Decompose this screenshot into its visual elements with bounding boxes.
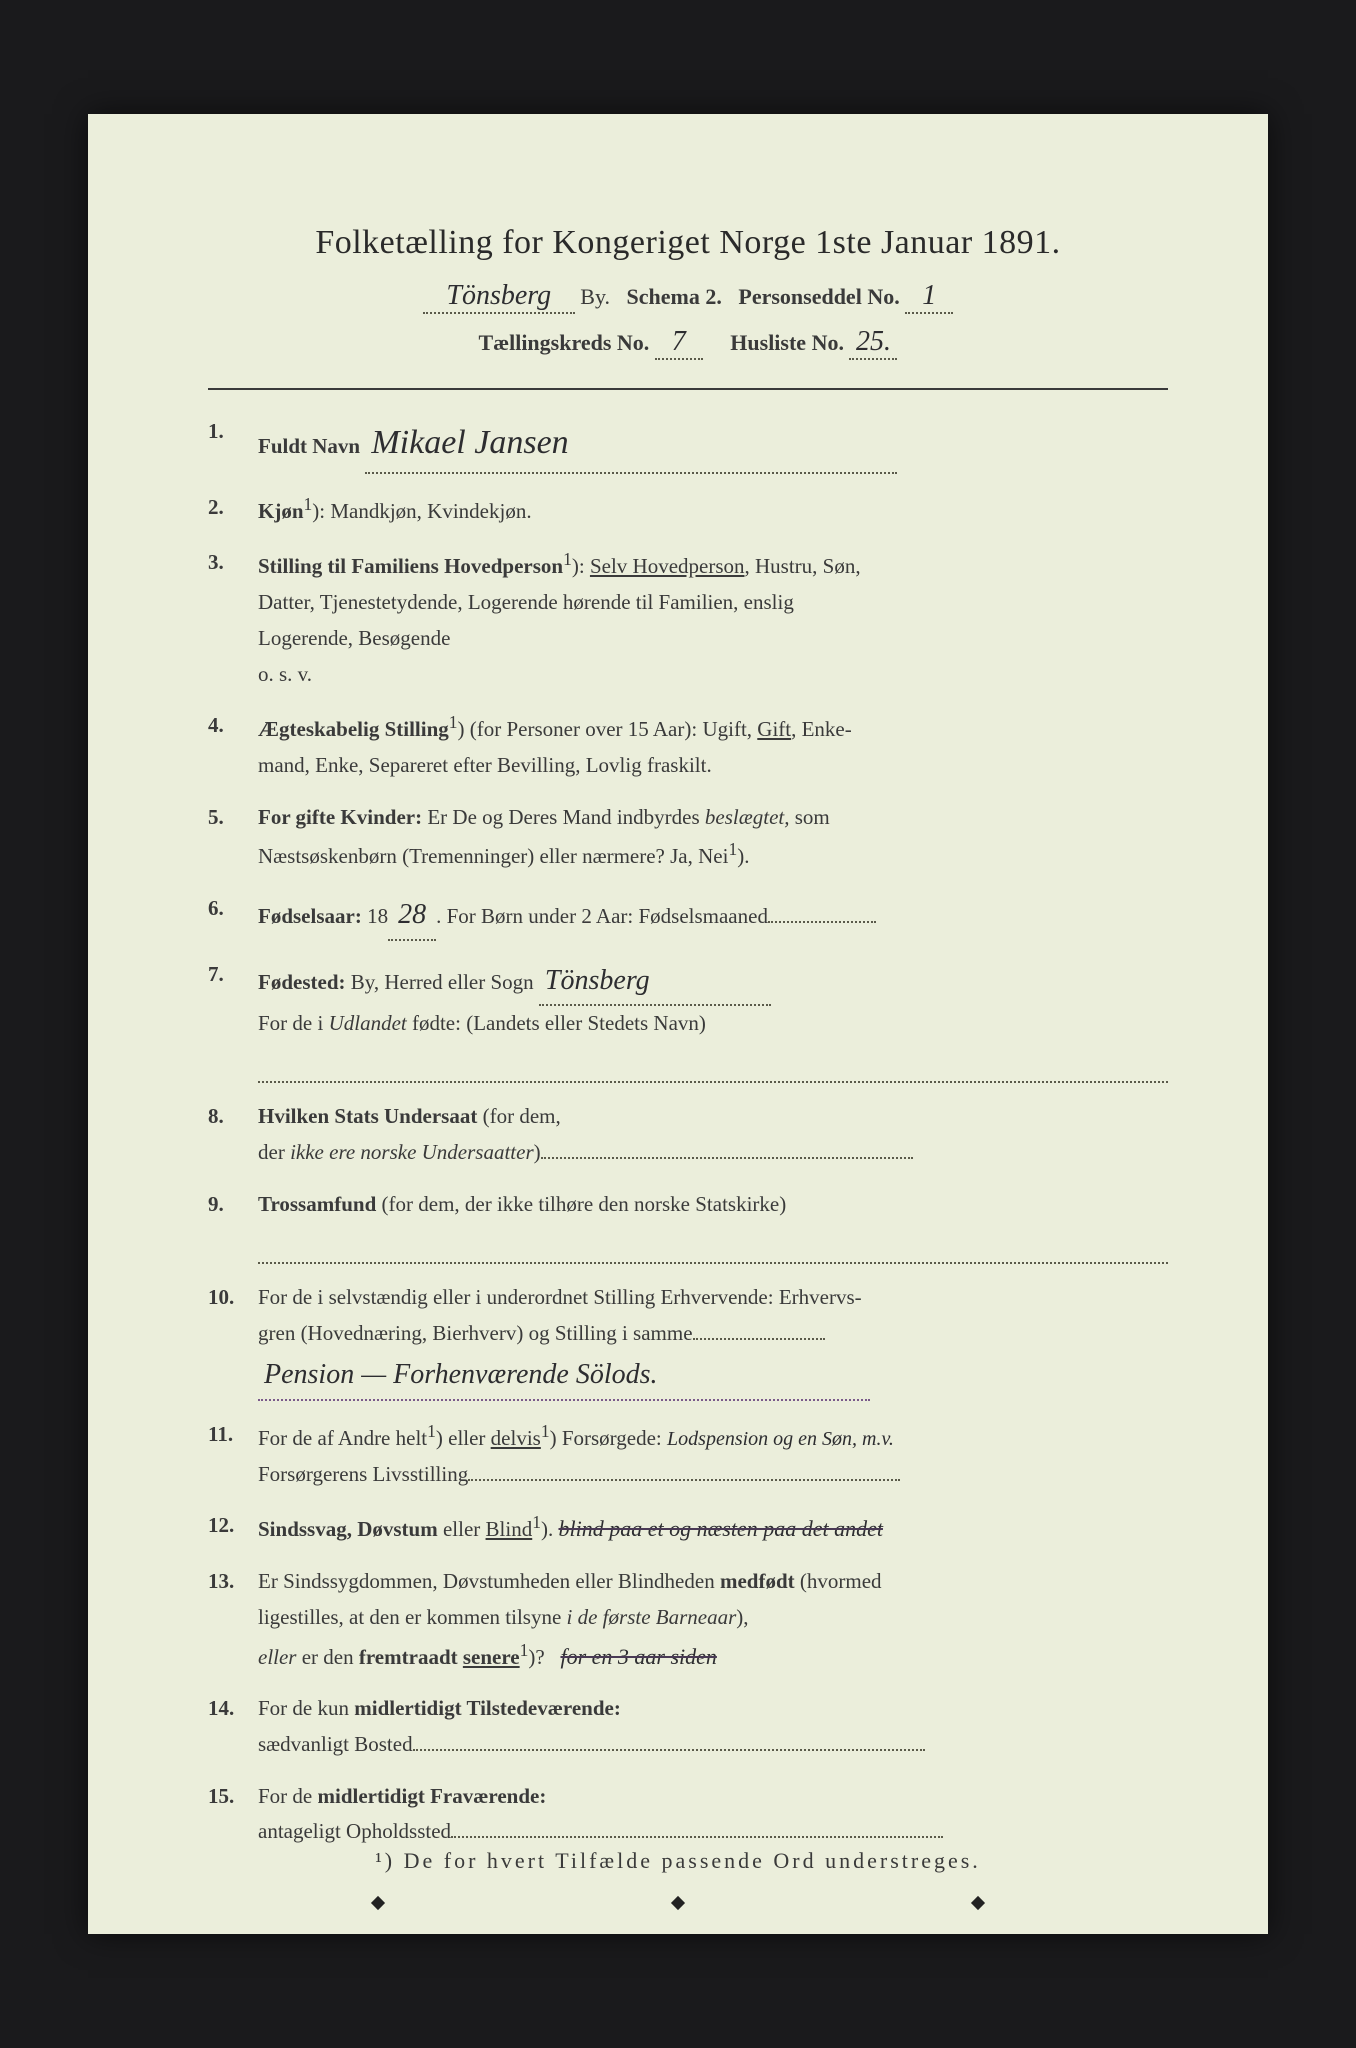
- kreds-no: 7: [655, 326, 703, 360]
- census-form: Folketælling for Kongeriget Norge 1ste J…: [88, 114, 1268, 1934]
- item-8: 8. Hvilken Stats Undersaat (for dem, der…: [208, 1099, 1168, 1170]
- onset-value: for en 3 aar siden: [560, 1644, 716, 1669]
- form-items: 1. Fuldt Navn Mikael Jansen 2. Kjøn1): M…: [208, 414, 1168, 1850]
- husliste-label: Husliste No.: [730, 330, 844, 355]
- pin-icon: [671, 1896, 685, 1910]
- person-no: 1: [905, 280, 953, 314]
- item-15: 15. For de midlertidigt Fraværende: anta…: [208, 1779, 1168, 1850]
- form-title: Folketælling for Kongeriget Norge 1ste J…: [208, 224, 1168, 262]
- husliste-no: 25.: [849, 326, 897, 360]
- header-line-1: Tönsberg By. Schema 2. Personseddel No. …: [208, 280, 1168, 314]
- item-4: 4. Ægteskabelig Stilling1) (for Personer…: [208, 708, 1168, 783]
- item-11: 11. For de af Andre helt1) eller delvis1…: [208, 1417, 1168, 1492]
- kreds-label: Tællingskreds No.: [479, 330, 650, 355]
- birthplace-value: Tönsberg: [539, 957, 771, 1007]
- by-label: By.: [580, 284, 610, 309]
- pinholes: [88, 1898, 1268, 1908]
- by-handwritten: Tönsberg: [423, 280, 575, 314]
- item-13: 13. Er Sindssygdommen, Døvstumheden elle…: [208, 1564, 1168, 1675]
- item-1: 1. Fuldt Navn Mikael Jansen: [208, 414, 1168, 474]
- pin-icon: [371, 1896, 385, 1910]
- divider: [208, 388, 1168, 390]
- item-10: 10. For de i selvstændig eller i underor…: [208, 1280, 1168, 1401]
- item-7: 7. Fødested: By, Herred eller Sogn Tönsb…: [208, 957, 1168, 1084]
- header-line-2: Tællingskreds No. 7 Husliste No. 25.: [208, 326, 1168, 360]
- pin-icon: [971, 1896, 985, 1910]
- birth-year: 28: [388, 891, 436, 941]
- person-label: Personseddel No.: [738, 284, 899, 309]
- item-6: 6. Fødselsaar: 1828. For Børn under 2 Aa…: [208, 891, 1168, 941]
- disability-value: blind paa et og næsten paa det andet: [558, 1516, 882, 1541]
- schema-label: Schema 2.: [627, 284, 722, 309]
- item-14: 14. For de kun midlertidigt Tilstedevære…: [208, 1691, 1168, 1762]
- item-9: 9. Trossamfund (for dem, der ikke tilhør…: [208, 1187, 1168, 1264]
- full-name-value: Mikael Jansen: [365, 414, 897, 474]
- footnote: ¹) De for hvert Tilfælde passende Ord un…: [88, 1848, 1268, 1874]
- occupation-value: Pension — Forhenværende Sölods.: [258, 1351, 870, 1401]
- support-value: Lodspension og en Søn, m.v.: [667, 1428, 894, 1450]
- item-3: 3. Stilling til Familiens Hovedperson1):…: [208, 545, 1168, 692]
- item-12: 12. Sindssvag, Døvstum eller Blind1). bl…: [208, 1508, 1168, 1548]
- item-2: 2. Kjøn1): Mandkjøn, Kvindekjøn.: [208, 490, 1168, 530]
- item-5: 5. For gifte Kvinder: Er De og Deres Man…: [208, 800, 1168, 875]
